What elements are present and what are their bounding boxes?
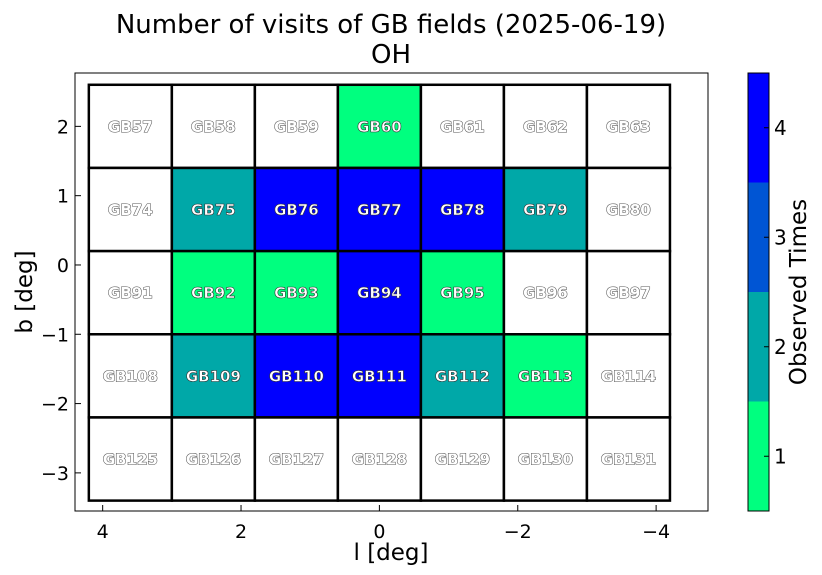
- field-cell: [502, 416, 589, 502]
- y-tick-label: −2: [41, 394, 69, 416]
- field-cell: [170, 333, 257, 419]
- field-label: GB78: [440, 201, 485, 219]
- field-label: GB94: [357, 284, 402, 302]
- field-label: GB114: [601, 367, 656, 385]
- field-label: GB75: [191, 201, 236, 219]
- field-cell: [419, 166, 506, 253]
- colorbar-segment: [748, 73, 769, 183]
- colorbar-tick-label: 3: [774, 225, 787, 249]
- field-label: GB57: [108, 118, 153, 136]
- field-label: GB74: [108, 201, 153, 219]
- field-cell: [87, 333, 174, 419]
- colorbar: 1 2 3 4: [747, 72, 787, 512]
- field-cell: [170, 249, 257, 336]
- field-grid: GB57 GB58 GB59 GB60 GB61 GB62 GB63 GB74 GB75 GB76…: [87, 83, 672, 502]
- plot-frame: [74, 72, 709, 512]
- field-cell: [253, 249, 340, 336]
- field-label: GB92: [191, 284, 236, 302]
- field-cell: [253, 166, 340, 253]
- field-label: GB79: [523, 201, 568, 219]
- colorbar-tick-label: 1: [774, 444, 787, 468]
- field-label: GB91: [108, 284, 153, 302]
- x-axis-ticks: 4 2 0 −2 −4: [97, 505, 670, 543]
- field-cell: [87, 166, 174, 253]
- field-cell: [170, 83, 257, 170]
- colorbar-segment: [748, 292, 769, 402]
- colorbar-label: Observed Times: [786, 199, 812, 385]
- colorbar-tick-label: 2: [774, 335, 787, 359]
- y-tick-label: 2: [57, 116, 69, 138]
- field-cell: [585, 166, 672, 253]
- x-tick-label: 4: [97, 521, 109, 543]
- field-label: GB125: [103, 451, 158, 469]
- field-label: GB108: [103, 367, 158, 385]
- field-label: GB128: [352, 451, 407, 469]
- field-label: GB58: [191, 118, 236, 136]
- field-label: GB96: [523, 284, 568, 302]
- field-label: GB110: [269, 367, 324, 385]
- field-label: GB112: [435, 367, 490, 385]
- field-label: GB129: [435, 451, 490, 469]
- field-label: GB59: [274, 118, 319, 136]
- x-axis-label: l [deg]: [354, 540, 429, 566]
- field-label: GB95: [440, 284, 485, 302]
- x-tick-label: 2: [235, 521, 247, 543]
- field-label: GB77: [357, 201, 402, 219]
- field-label: GB109: [186, 367, 241, 385]
- colorbar-segment: [748, 182, 769, 292]
- colorbar-frame: [747, 72, 770, 512]
- colorbar-segment: [748, 401, 769, 511]
- field-label: GB62: [523, 118, 568, 136]
- field-label: GB97: [606, 284, 651, 302]
- chart-title: Number of visits of GB fields (2025-06-1…: [116, 10, 666, 40]
- y-tick-label: −3: [41, 463, 69, 485]
- y-tick-label: 0: [57, 255, 69, 277]
- field-cell: [585, 249, 672, 336]
- field-cell: [253, 416, 340, 502]
- field-cell: [419, 249, 506, 336]
- field-cell: [87, 83, 174, 170]
- field-label: GB130: [518, 451, 573, 469]
- colorbar-tick-label: 4: [774, 116, 787, 140]
- field-label: GB131: [601, 451, 656, 469]
- y-tick-label: 1: [57, 186, 69, 208]
- field-label: GB80: [606, 201, 651, 219]
- x-tick-label: −4: [642, 521, 670, 543]
- x-tick-label: −2: [504, 521, 532, 543]
- field-label: GB76: [274, 201, 319, 219]
- field-label: GB111: [352, 367, 407, 385]
- field-label: GB63: [606, 118, 651, 136]
- field-cell: [87, 416, 174, 502]
- chart-subtitle: OH: [371, 40, 411, 70]
- field-label: GB113: [518, 367, 573, 385]
- y-tick-label: −1: [41, 324, 69, 346]
- field-label: GB126: [186, 451, 241, 469]
- field-cell: [585, 416, 672, 502]
- field-label: GB93: [274, 284, 319, 302]
- field-cell: [502, 249, 589, 336]
- field-label: GB60: [357, 118, 402, 136]
- y-axis-label: b [deg]: [12, 250, 38, 333]
- field-cell: [502, 83, 589, 170]
- field-label: GB127: [269, 451, 324, 469]
- field-label: GB61: [440, 118, 485, 136]
- y-axis-ticks: 2 1 0 −1 −2 −3: [41, 116, 81, 485]
- x-tick-label: 0: [373, 521, 385, 543]
- field-cell: [502, 333, 589, 419]
